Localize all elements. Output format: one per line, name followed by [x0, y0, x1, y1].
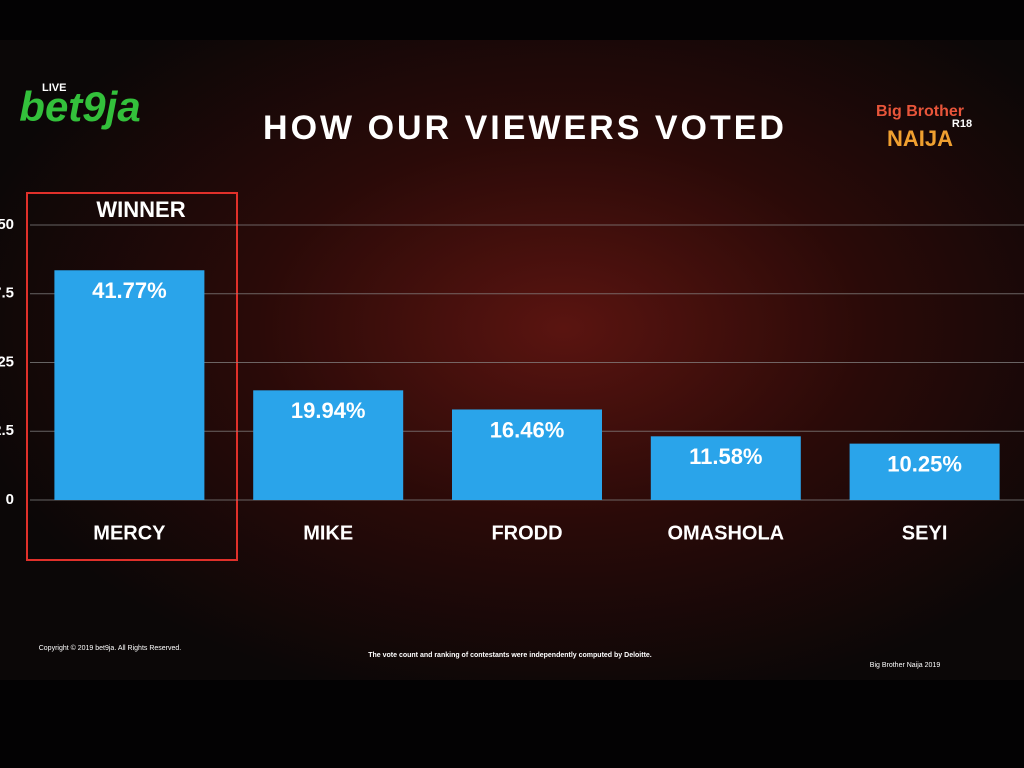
- value-label: 10.25%: [887, 451, 962, 476]
- bar: [452, 409, 602, 500]
- show-logo: Big Brother: [876, 103, 964, 120]
- value-label: 19.94%: [291, 398, 366, 423]
- bar: [54, 270, 205, 500]
- x-tick-label: MERCY: [93, 522, 166, 544]
- y-tick-label: 0: [6, 491, 14, 508]
- value-label: 41.77%: [92, 278, 167, 303]
- brand-tag: LIVE: [42, 82, 66, 94]
- x-tick-label: OMASHOLA: [667, 522, 784, 544]
- y-tick-label: 12.5: [0, 422, 14, 439]
- value-label: 16.46%: [490, 417, 565, 442]
- x-tick-label: MIKE: [303, 522, 353, 544]
- winner-label: WINNER: [96, 197, 185, 222]
- bar: [650, 436, 801, 500]
- edition: Big Brother Naija 2019: [870, 662, 941, 669]
- show-country: NAIJA: [887, 126, 953, 151]
- disclaimer: The vote count and ranking of contestant…: [368, 652, 652, 659]
- winner-box: [26, 192, 238, 561]
- copyright: Copyright © 2019 bet9ja. All Rights Rese…: [39, 644, 182, 652]
- brand-logo: bet9ja: [19, 83, 140, 130]
- y-tick-label: 37.5: [0, 285, 14, 302]
- value-label: 11.58%: [689, 444, 762, 469]
- x-tick-label: FRODD: [491, 522, 562, 544]
- bar: [849, 443, 1000, 500]
- chart-title: HOW OUR VIEWERS VOTED: [263, 109, 787, 147]
- bar: [253, 390, 404, 500]
- y-tick-label: 50: [0, 216, 14, 233]
- y-tick-label: 25: [0, 353, 14, 370]
- rating: R18: [952, 118, 972, 130]
- x-tick-label: SEYI: [902, 522, 948, 544]
